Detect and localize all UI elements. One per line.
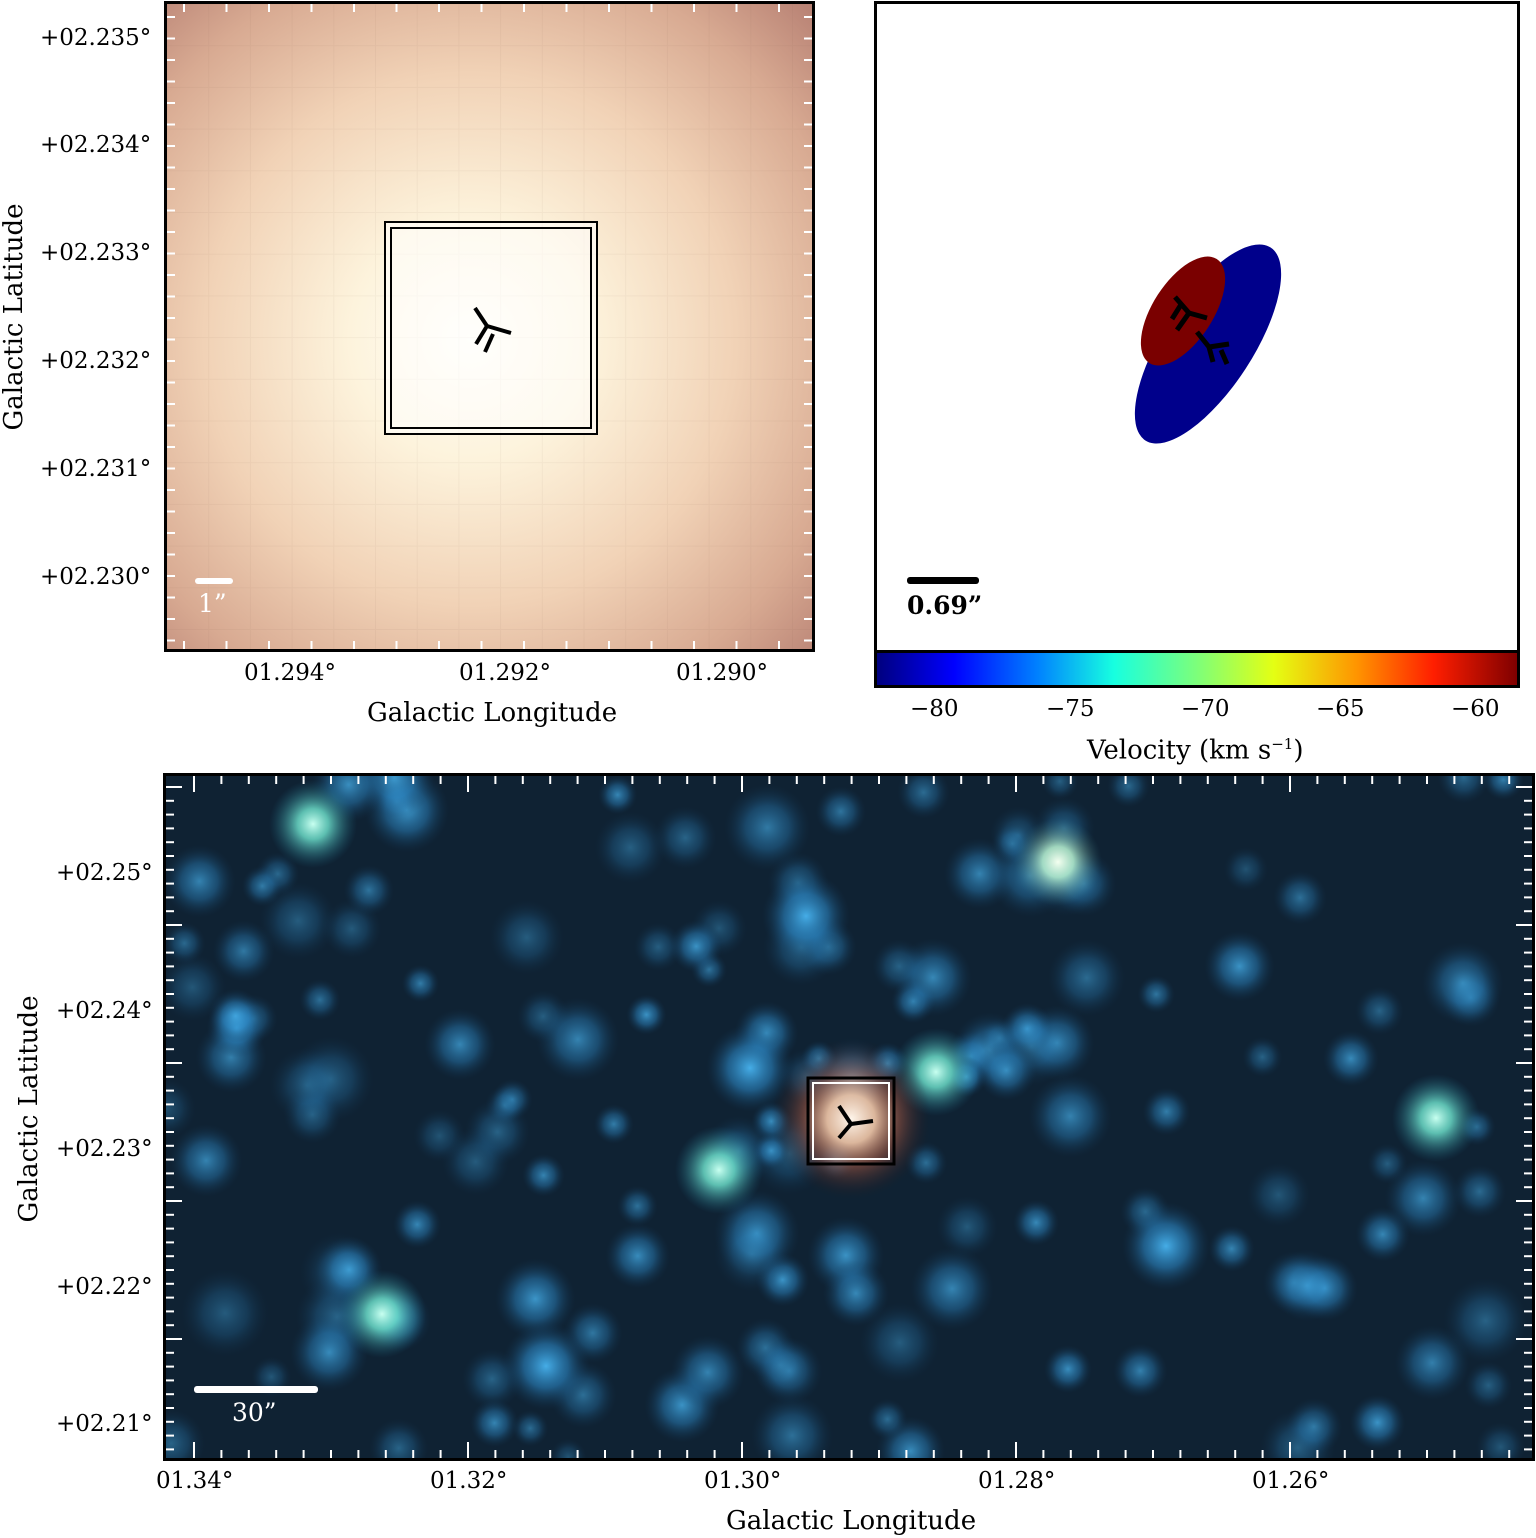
y-axis-label: Galactic Latitude — [0, 203, 29, 431]
colorbar-tick-label: −80 — [910, 696, 959, 722]
source-marker-icon — [1195, 330, 1230, 365]
x-tick-label: 01.290° — [676, 660, 768, 686]
scale-bar — [907, 577, 979, 584]
scale-bar-label: 1” — [198, 589, 227, 618]
x-tick-label: 01.32° — [430, 1468, 508, 1494]
y-tick-label: +02.232° — [40, 348, 152, 374]
target-box — [384, 221, 598, 435]
scale-bar-label: 30” — [232, 1398, 277, 1427]
y-tick-label: +02.23° — [56, 1136, 153, 1162]
source-marker-icon — [473, 306, 512, 353]
wide-field-image — [166, 776, 1532, 1458]
source-marker-icon — [1169, 295, 1208, 332]
top-left-image — [167, 4, 812, 649]
velocity-map — [907, 244, 1282, 584]
x-axis-label: Galactic Longitude — [367, 698, 618, 728]
y-tick-label: +02.25° — [56, 860, 153, 886]
x-tick-label: 01.28° — [978, 1468, 1056, 1494]
bottom-wide-field-panel — [163, 773, 1535, 1461]
y-axis-label: Galactic Latitude — [14, 995, 44, 1223]
x-tick-label: 01.26° — [1252, 1468, 1330, 1494]
scale-bar-label: 0.69” — [907, 591, 983, 620]
top-right-velocity-panel — [874, 1, 1520, 653]
colorbar-tick-label: −75 — [1046, 696, 1095, 722]
target-glow — [771, 1039, 931, 1199]
y-tick-label: +02.21° — [56, 1411, 153, 1437]
velocity-colorbar — [874, 650, 1520, 688]
x-axis-label: Galactic Longitude — [726, 1506, 977, 1536]
y-tick-label: +02.234° — [40, 132, 152, 158]
colorbar-tick-label: −70 — [1181, 696, 1230, 722]
colorbar-tick-label: −65 — [1316, 696, 1365, 722]
y-tick-label: +02.22° — [56, 1274, 153, 1300]
y-tick-label: +02.24° — [56, 998, 153, 1024]
scale-bar — [195, 578, 233, 584]
y-tick-label: +02.231° — [40, 456, 152, 482]
x-tick-label: 01.34° — [156, 1468, 234, 1494]
red-lobe — [1140, 256, 1226, 366]
source-marker-icon — [837, 1104, 874, 1140]
y-tick-label: +02.235° — [40, 25, 152, 51]
y-tick-label: +02.233° — [40, 240, 152, 266]
x-tick-label: 01.294° — [244, 660, 336, 686]
colorbar-label: Velocity (km s−1) — [1087, 735, 1304, 766]
colorbar-tick-label: −60 — [1451, 696, 1500, 722]
target-box — [806, 1076, 896, 1166]
x-tick-label: 01.30° — [704, 1468, 782, 1494]
scale-bar — [194, 1386, 318, 1393]
x-tick-label: 01.292° — [459, 660, 551, 686]
top-left-image-panel — [164, 1, 815, 652]
y-tick-label: +02.230° — [40, 564, 152, 590]
